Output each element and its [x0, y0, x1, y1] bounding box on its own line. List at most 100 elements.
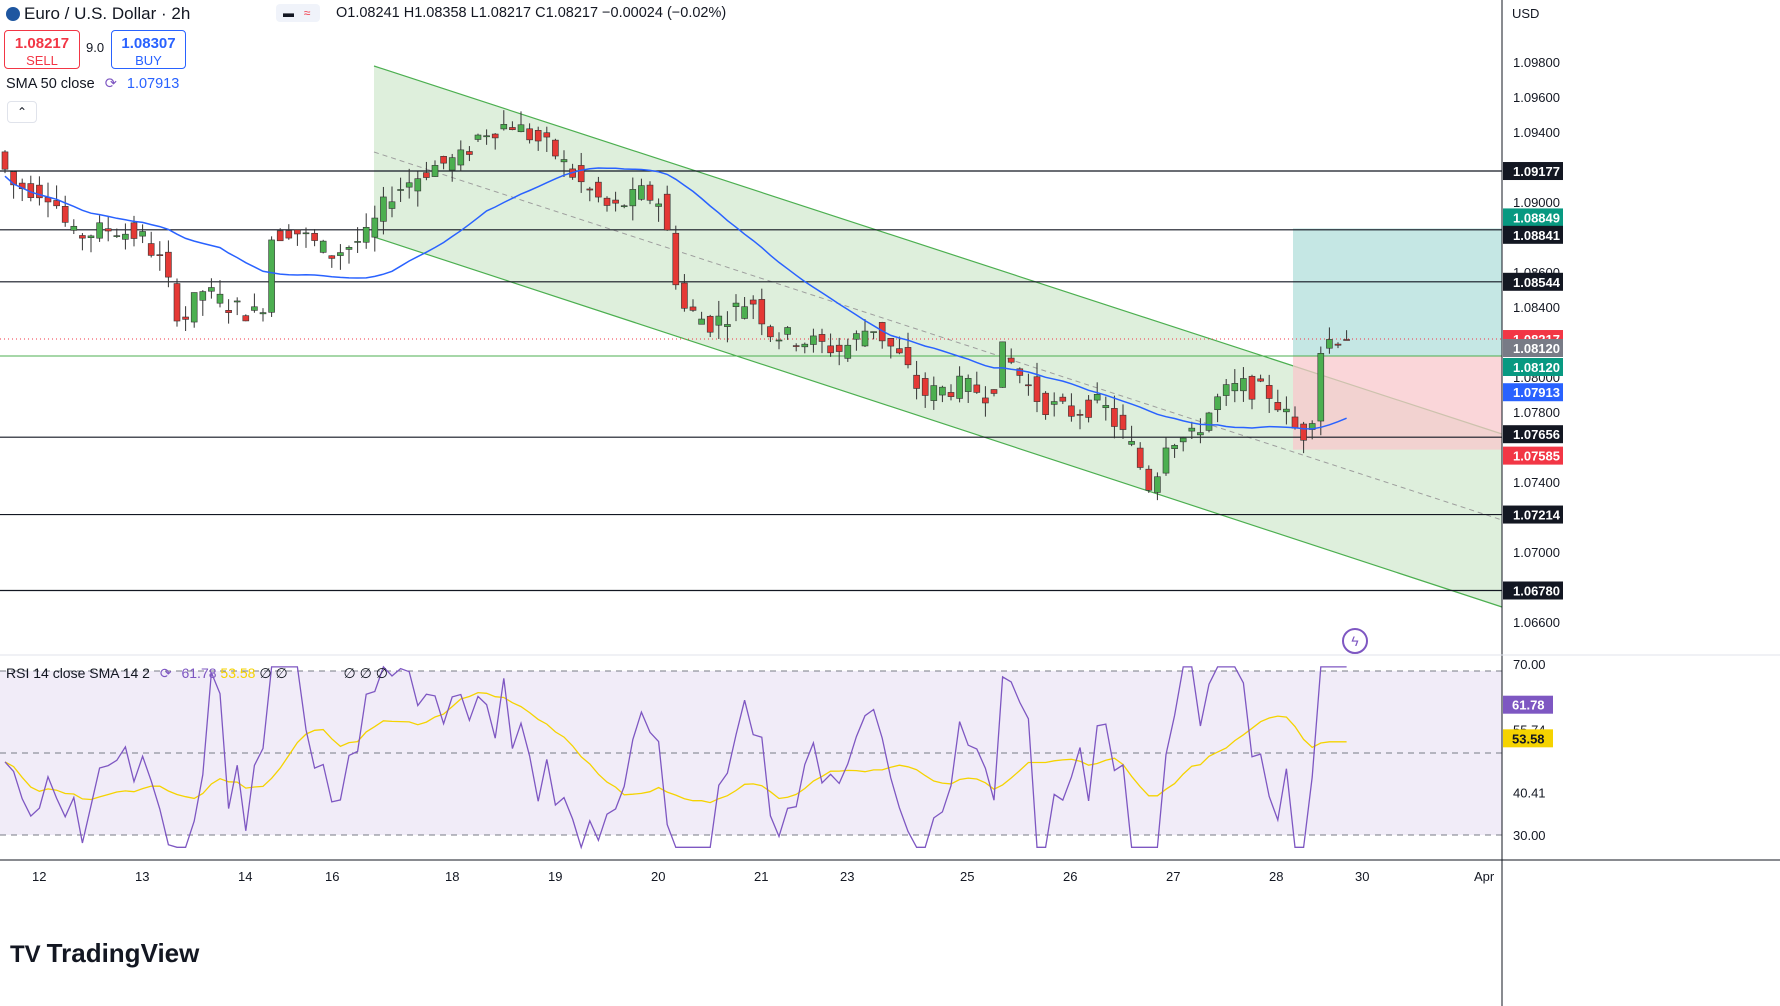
candle-body: [397, 189, 404, 191]
candle-body: [147, 243, 155, 256]
buy-button[interactable]: 1.08307 BUY: [111, 30, 186, 69]
candle-body: [276, 230, 284, 242]
candle-body: [371, 217, 379, 238]
candle-body: [1076, 414, 1084, 416]
candle-body: [964, 378, 972, 392]
candle-body: [724, 324, 731, 327]
rsi-tick-label: 30.00: [1513, 828, 1546, 843]
symbol-name: Euro / U.S. Dollar: [24, 4, 157, 23]
collapse-legend-button[interactable]: ⌃: [7, 101, 37, 123]
candle-body: [345, 247, 353, 250]
sell-button[interactable]: 1.08217 SELL: [4, 30, 80, 69]
candle-body: [113, 235, 121, 237]
price-level-tag: [1503, 358, 1563, 376]
candle-body: [1205, 412, 1213, 431]
candle-body: [225, 310, 232, 313]
candle-body: [1326, 339, 1333, 349]
candle-body: [904, 347, 912, 366]
price-level-tag: [1503, 225, 1563, 244]
candle-body: [844, 344, 852, 359]
candle-body: [663, 193, 671, 231]
price-level-tag-label: 1.08841: [1513, 228, 1560, 243]
wave-icon[interactable]: ≈: [294, 4, 320, 22]
time-tick-label: 21: [754, 869, 768, 884]
price-tick-label: 1.07800: [1513, 405, 1560, 420]
candle-body: [595, 181, 602, 198]
channel-fill: [374, 66, 1502, 607]
buy-label: BUY: [135, 53, 162, 68]
channel-lower-line: [373, 236, 1503, 608]
candle-body: [251, 306, 258, 311]
candle-body: [79, 235, 86, 239]
candle-body: [1033, 376, 1041, 402]
candle-body: [448, 157, 456, 171]
price-level-tag-label: 1.07913: [1513, 385, 1560, 400]
candle-body: [474, 134, 482, 140]
candle-body: [509, 127, 516, 131]
candle-body: [534, 130, 542, 142]
candle-body: [827, 345, 834, 354]
candle-body: [165, 251, 172, 278]
sma-50-line: [4, 167, 1347, 430]
flash-icon[interactable]: ϟ: [1342, 628, 1368, 654]
price-level-tag: [1503, 505, 1563, 524]
rsi-legend[interactable]: RSI 14 close SMA 14 2 ⟳ 61.78 53.58 ∅ ∅ …: [6, 665, 388, 682]
candle-body: [1154, 476, 1161, 493]
candle-body: [423, 172, 430, 178]
price-level-tag-label: 1.07585: [1513, 449, 1560, 464]
candle-body: [1025, 384, 1032, 387]
candle-body: [939, 386, 946, 396]
symbol-title[interactable]: Euro / U.S. Dollar · 2h: [6, 4, 190, 24]
candle-body: [715, 315, 723, 326]
candle-body: [982, 397, 989, 404]
candle-body: [706, 315, 714, 333]
candle-body: [1007, 357, 1015, 363]
candle-body: [1171, 445, 1178, 449]
stop-zone: [1293, 356, 1502, 450]
target-zone: [1293, 228, 1502, 356]
candle-body: [199, 291, 207, 301]
candle-body: [887, 337, 895, 347]
rsi-tick-label: 40.41: [1513, 785, 1546, 800]
candle-body: [182, 316, 189, 320]
price-level-tag-label: 1.08849: [1513, 210, 1560, 225]
candle-body: [1317, 353, 1325, 422]
candle-body: [268, 239, 275, 313]
price-level-tag: [1503, 339, 1563, 357]
candle-body: [767, 326, 774, 338]
ohlc-readout: O1.08241 H1.08358 L1.08217 C1.08217 −0.0…: [336, 5, 727, 21]
trade-zones: [1293, 228, 1502, 450]
price-tick-label: 1.09400: [1513, 125, 1560, 140]
candle-body: [431, 165, 439, 177]
candle-body: [612, 199, 619, 204]
candle-body: [483, 135, 490, 138]
candle-body: [414, 178, 422, 192]
candle-body: [294, 229, 301, 235]
candle-body: [457, 149, 465, 166]
candle-body: [1136, 447, 1144, 468]
candle-body: [1111, 408, 1118, 427]
sma-legend[interactable]: SMA 50 close ⟳ 1.07913: [6, 76, 179, 92]
time-tick-label: 30: [1355, 869, 1369, 884]
candle-body: [1214, 396, 1221, 411]
price-level-tag: [1503, 272, 1563, 291]
time-tick-label: Apr: [1474, 869, 1495, 884]
candle-body: [216, 293, 224, 304]
candle-body: [758, 299, 766, 325]
candle-body: [1016, 368, 1024, 376]
candle-body: [302, 232, 310, 235]
candle-body: [1179, 437, 1187, 443]
candle-body: [319, 240, 327, 253]
price-tick-label: 1.07400: [1513, 475, 1560, 490]
time-tick-label: 27: [1166, 869, 1180, 884]
candle-body: [784, 327, 791, 335]
currency-label[interactable]: USD: [1512, 6, 1540, 21]
candle-body: [732, 302, 740, 307]
timeframe: 2h: [171, 4, 191, 23]
candle-body: [87, 235, 95, 239]
candle-body: [1231, 383, 1239, 392]
sma-label: SMA 50 close: [6, 76, 95, 92]
candle-body: [792, 345, 800, 347]
candle-body: [861, 330, 869, 347]
